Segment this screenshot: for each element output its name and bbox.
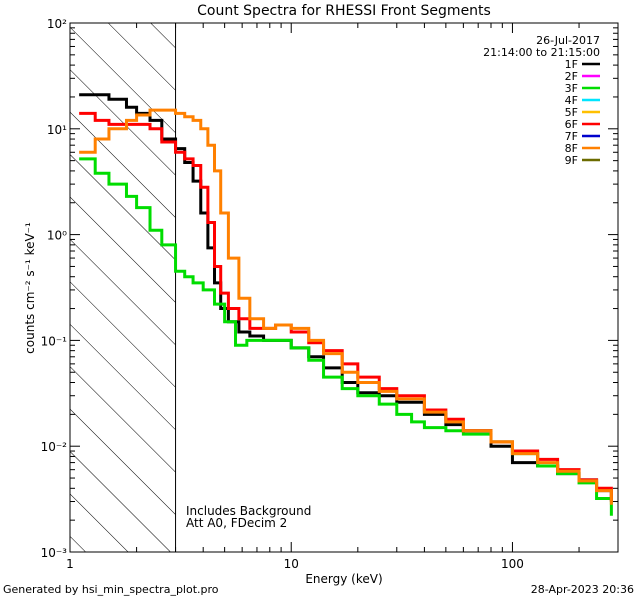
legend-label-5F: 5F: [565, 106, 578, 119]
x-tick-label: 10: [284, 557, 299, 571]
y-tick-label: 10⁻²: [41, 440, 68, 454]
plot-frame: [69, 22, 619, 553]
series-8F: [79, 108, 613, 505]
annotation-background: Includes Background: [186, 504, 311, 518]
y-tick-label: 10⁻¹: [41, 334, 68, 348]
x-tick-label: 100: [501, 557, 524, 571]
annotation-attenuator: Att A0, FDecim 2: [186, 516, 287, 530]
y-tick-label: 10⁻³: [41, 546, 68, 560]
y-tick-label: 10¹: [47, 123, 67, 137]
legend-label-1F: 1F: [565, 58, 578, 71]
y-axis-label: counts cm⁻² s⁻¹ keV⁻¹: [23, 222, 37, 354]
generation-timestamp: 28-Apr-2023 20:36: [530, 583, 634, 596]
excluded-energy-region: [70, 23, 176, 552]
legend-label-3F: 3F: [565, 82, 578, 95]
legend-label-7F: 7F: [565, 130, 578, 143]
x-axis-label: Energy (keV): [305, 572, 382, 586]
legend-label-2F: 2F: [565, 70, 578, 83]
y-tick-label: 10⁰: [47, 229, 67, 243]
chart-title: Count Spectra for RHESSI Front Segments: [197, 3, 491, 19]
generated-by-label: Generated by hsi_min_spectra_plot.pro: [3, 583, 219, 596]
x-tick-label: 1: [66, 557, 74, 571]
legend-label-9F: 9F: [565, 154, 578, 167]
legend-label-6F: 6F: [565, 118, 578, 131]
legend-label-4F: 4F: [565, 94, 578, 107]
y-tick-label: 10²: [47, 17, 67, 31]
observation-date: 26-Jul-2017: [536, 34, 600, 47]
observation-time-range: 21:14:00 to 21:15:00: [483, 46, 600, 59]
legend-label-8F: 8F: [565, 142, 578, 155]
